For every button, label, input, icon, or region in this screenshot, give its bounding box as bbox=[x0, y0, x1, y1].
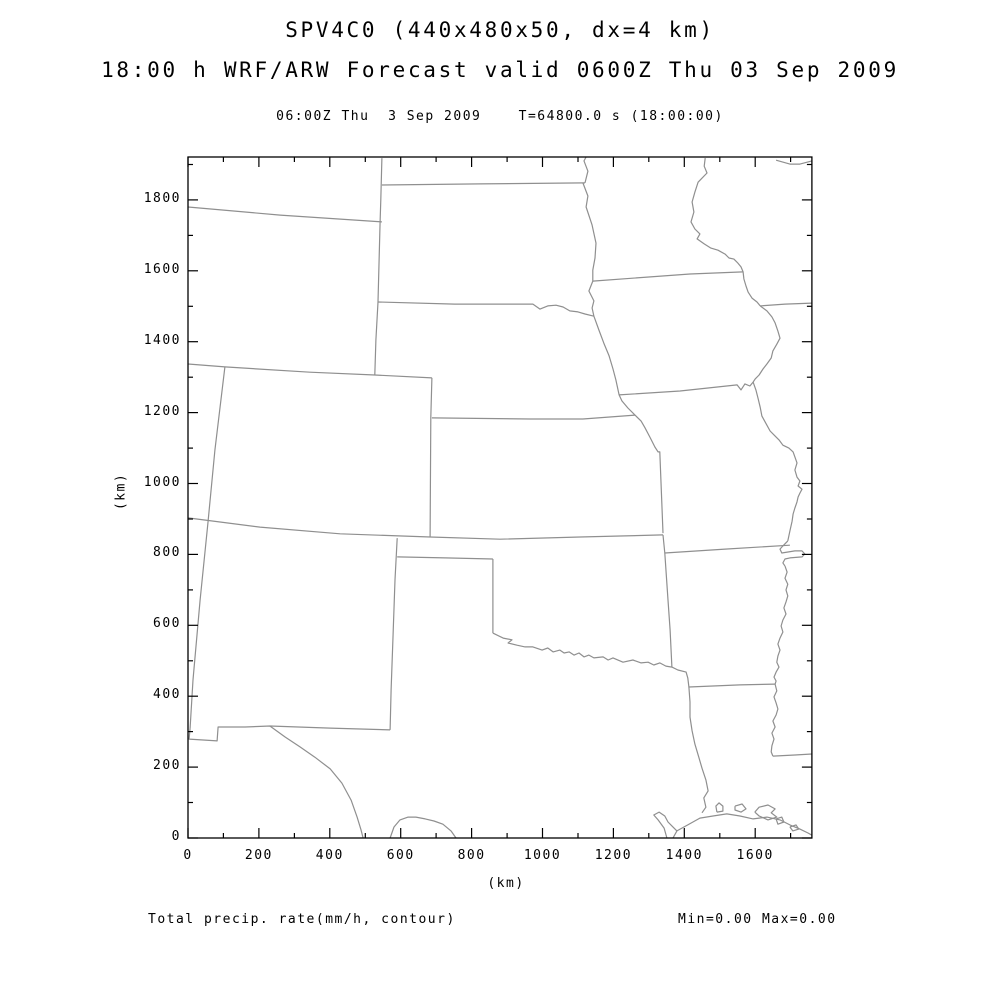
state-border-nm-tx-meridian bbox=[389, 538, 398, 730]
state-border-mississippi-upper bbox=[690, 158, 761, 307]
x-tick-label: 600 bbox=[386, 848, 415, 863]
y-tick-label: 1800 bbox=[143, 190, 181, 206]
y-tick-label: 1600 bbox=[143, 261, 181, 277]
y-tick-label: 1400 bbox=[143, 332, 181, 348]
minmax-caption: Min=0.00 Max=0.00 bbox=[678, 912, 837, 927]
state-border-wi-il-border bbox=[760, 302, 812, 307]
state-border-rio-grande-big-bend bbox=[389, 816, 457, 839]
state-border-coastal-lake-2 bbox=[734, 803, 747, 813]
plot-frame bbox=[187, 156, 813, 839]
state-border-mt-wy-45n bbox=[187, 206, 382, 223]
y-tick-label: 800 bbox=[153, 545, 181, 561]
state-border-la-ms-31n bbox=[772, 753, 812, 757]
state-border-sd-ne-border bbox=[377, 301, 595, 317]
state-border-co-ks-meridian bbox=[429, 377, 433, 538]
state-borders-layer bbox=[187, 156, 813, 839]
state-border-meridian-104w bbox=[374, 158, 383, 376]
state-border-ia-mo-border bbox=[619, 381, 754, 396]
state-border-coastal-island bbox=[789, 824, 800, 832]
state-border-mississippi-la-ms bbox=[770, 683, 779, 757]
state-border-mississippi-ia-il bbox=[752, 305, 781, 383]
state-border-rio-grande bbox=[269, 725, 364, 839]
state-border-lake-superior-shore bbox=[775, 159, 813, 165]
state-border-sd-mn-border bbox=[582, 182, 597, 282]
x-tick-label: 1600 bbox=[736, 848, 774, 863]
y-tick-label: 400 bbox=[153, 687, 181, 703]
state-border-missouri-river bbox=[593, 315, 664, 534]
state-border-nm-south-border bbox=[188, 725, 391, 742]
y-axis-unit-label: (km) bbox=[113, 472, 129, 511]
x-tick-label: 1000 bbox=[523, 848, 562, 863]
y-tick-label: 1200 bbox=[143, 403, 181, 419]
y-tick-label: 0 bbox=[171, 829, 181, 844]
state-border-big-sioux-river bbox=[588, 280, 595, 317]
state-border-mo-ar-border bbox=[664, 544, 790, 554]
state-border-tx-la-sabine bbox=[688, 686, 709, 814]
state-border-galveston-bay bbox=[653, 811, 678, 839]
state-border-tx-ok-panhandle bbox=[397, 556, 493, 560]
state-border-parallel-37n bbox=[187, 517, 664, 540]
state-border-ne-ks-40n bbox=[431, 414, 636, 420]
state-border-coastal-lake-1 bbox=[715, 802, 724, 813]
state-border-meridian-109w bbox=[189, 366, 226, 729]
axis-frame bbox=[187, 156, 813, 839]
valid-time-line: 06:00Z Thu 3 Sep 2009 T=64800.0 s (18:00… bbox=[276, 109, 724, 124]
page-title: SPV4C0 (440x480x50, dx=4 km) bbox=[285, 18, 715, 42]
state-border-mississippi-ar-ms bbox=[773, 565, 789, 685]
forecast-title: 18:00 h WRF/ARW Forecast valid 0600Z Thu… bbox=[101, 58, 899, 82]
x-axis-unit-label: (km) bbox=[487, 876, 525, 891]
x-tick-label: 1200 bbox=[594, 848, 633, 863]
state-border-red-river-north bbox=[583, 156, 589, 184]
state-border-mississippi-mo-il bbox=[752, 381, 803, 542]
x-tick-label: 200 bbox=[244, 848, 273, 863]
state-border-mn-ia-border bbox=[592, 271, 744, 282]
field-caption: Total precip. rate(mm/h, contour) bbox=[148, 912, 456, 927]
x-tick-label: 800 bbox=[457, 848, 486, 863]
state-border-coastal-lake-4 bbox=[775, 816, 785, 825]
state-border-ok-east-border bbox=[662, 534, 673, 668]
state-border-red-river bbox=[492, 632, 672, 668]
y-tick-label: 1000 bbox=[143, 474, 181, 490]
state-border-ar-tx-red-river bbox=[671, 666, 690, 688]
state-border-gulf-coast bbox=[676, 813, 813, 836]
state-border-coastal-lake-3 bbox=[754, 804, 778, 821]
x-tick-label: 1400 bbox=[665, 848, 703, 863]
state-border-sd-nd-border bbox=[381, 182, 586, 186]
y-tick-label: 200 bbox=[153, 758, 181, 774]
x-tick-label: 400 bbox=[315, 848, 344, 863]
state-border-parallel-41n bbox=[187, 363, 432, 379]
state-border-kentucky-bend bbox=[779, 540, 806, 567]
x-tick-label: 0 bbox=[183, 848, 193, 863]
state-border-ar-la-33n bbox=[688, 683, 776, 688]
y-tick-label: 600 bbox=[153, 616, 181, 632]
